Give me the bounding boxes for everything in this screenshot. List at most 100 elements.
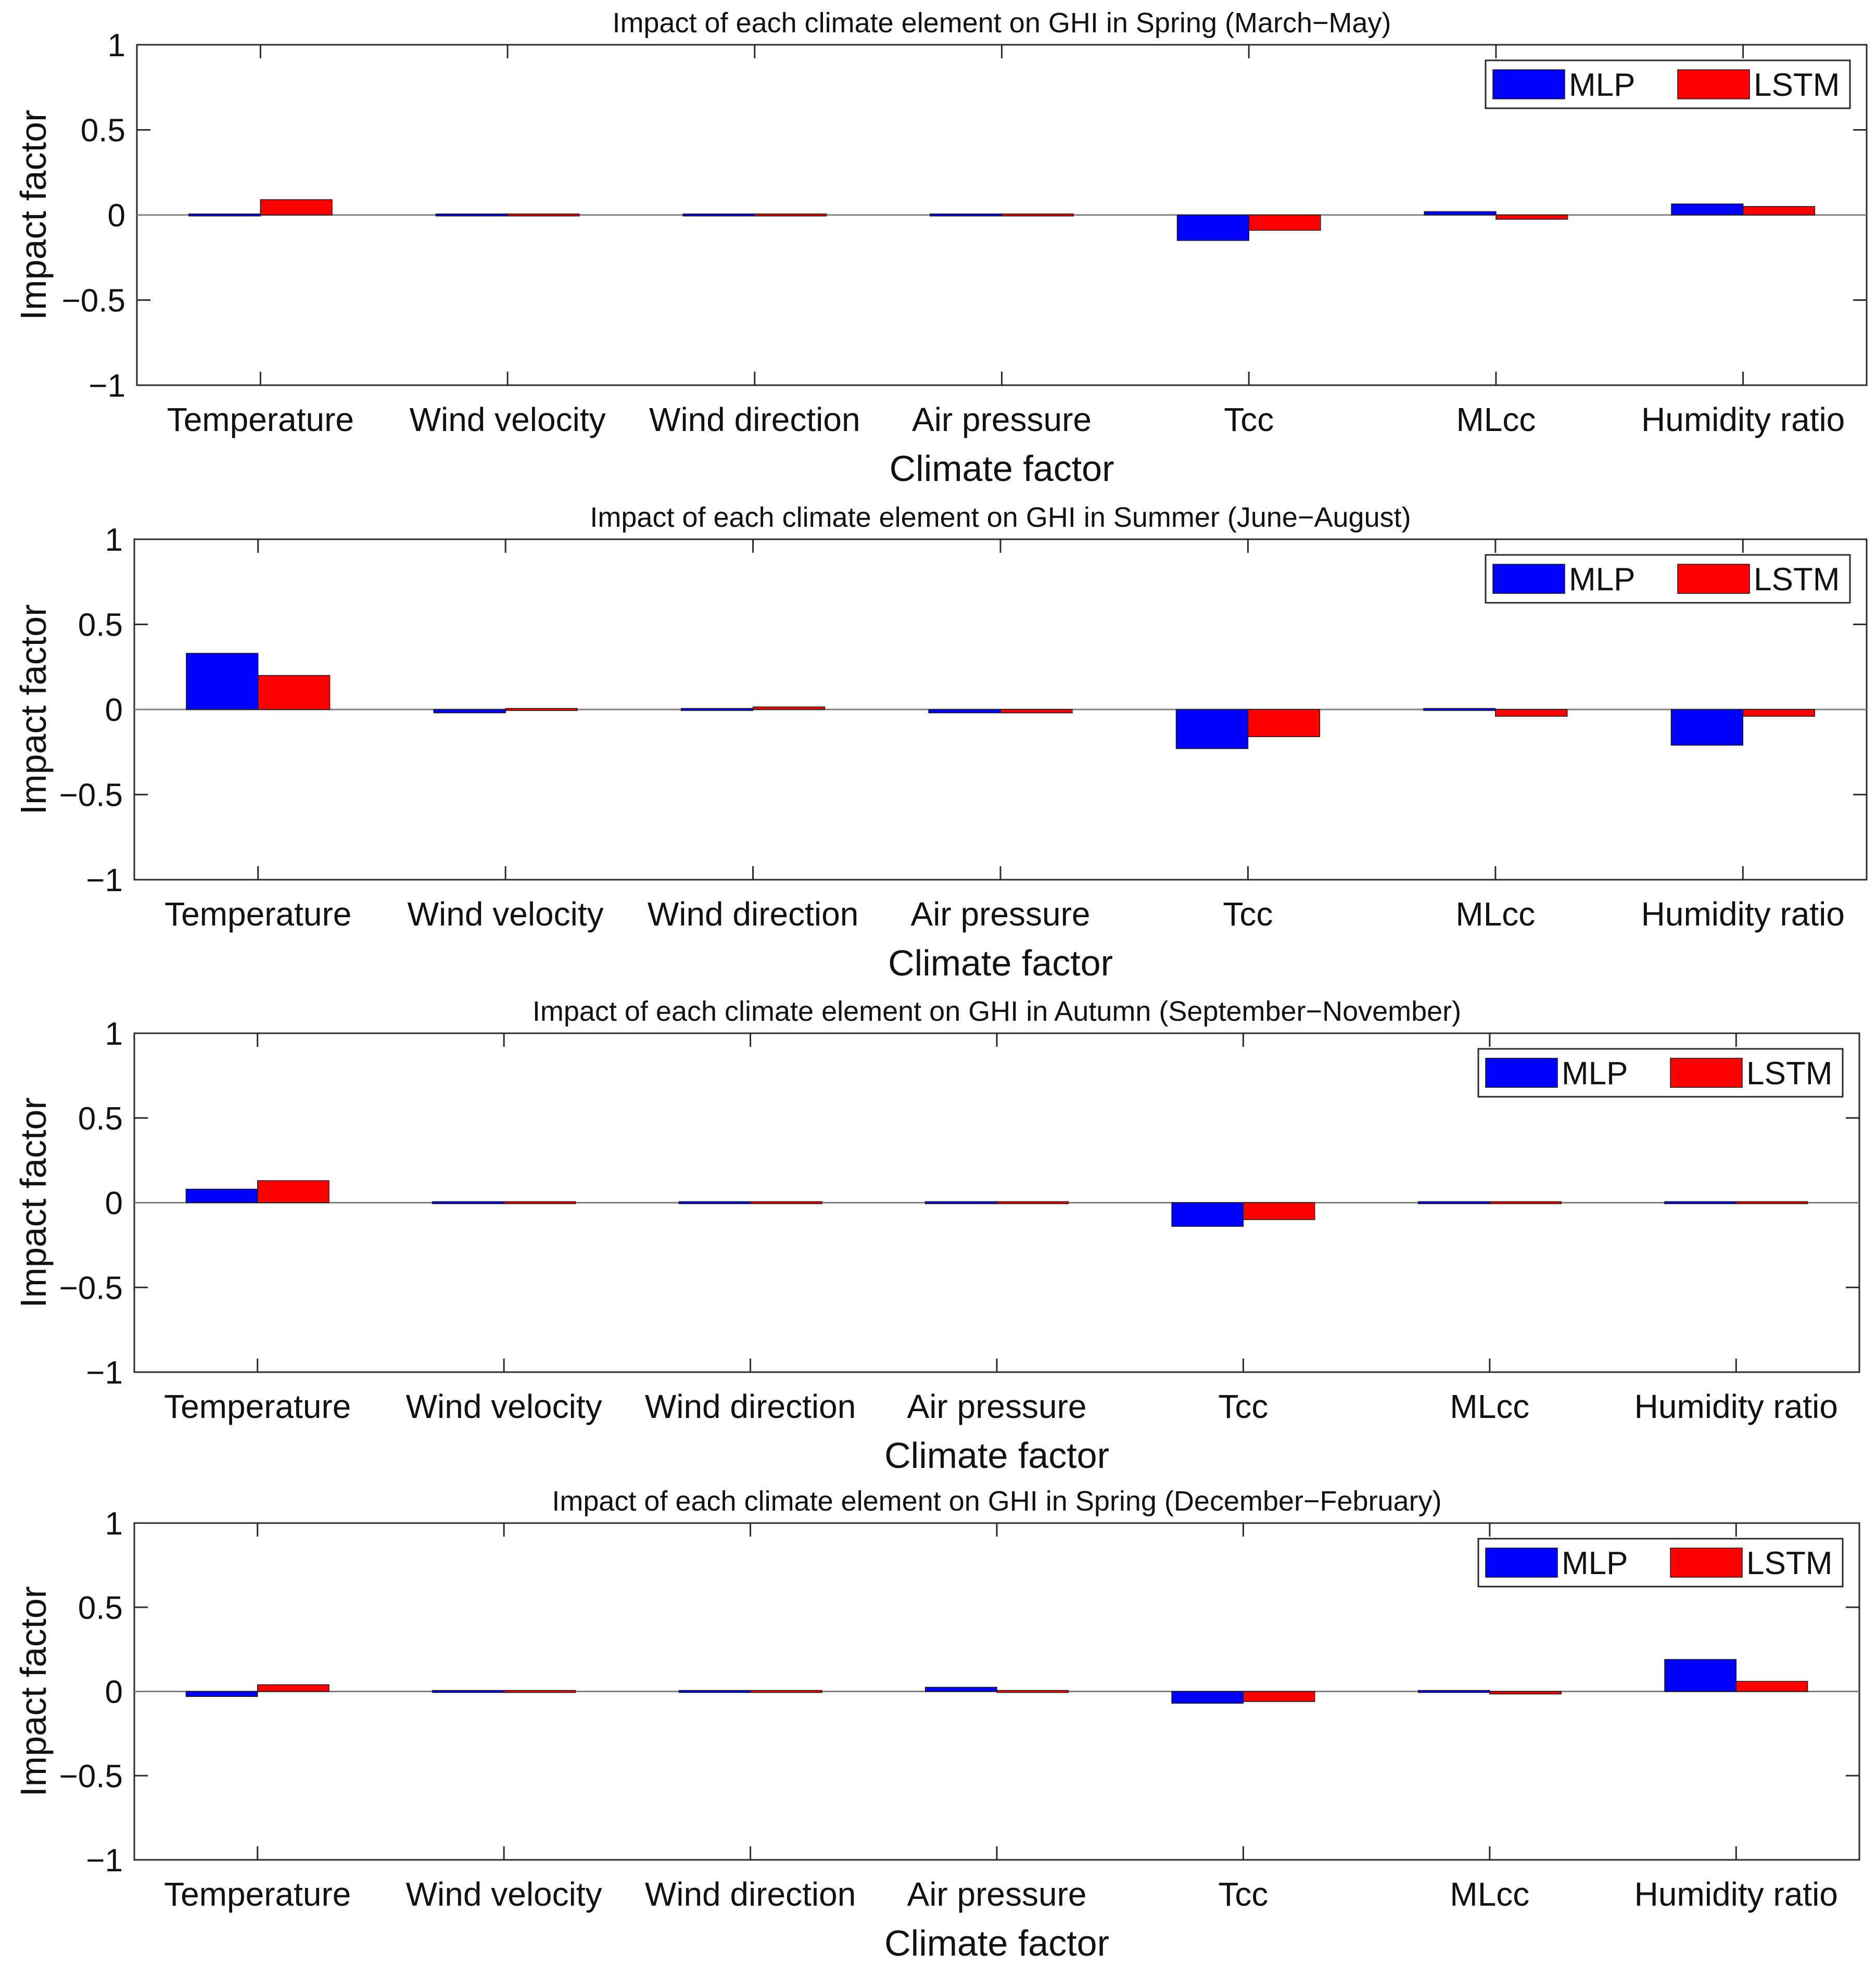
bar-lstm-humidity-ratio bbox=[1742, 206, 1816, 215]
legend-swatch-mlp bbox=[1492, 564, 1565, 594]
bar-mlp-wind-velocity bbox=[432, 1690, 504, 1693]
y-tick-label: −1 bbox=[86, 863, 123, 898]
legend-swatch-lstm bbox=[1677, 69, 1750, 99]
bar-lstm-mlcc bbox=[1495, 709, 1568, 717]
legend: MLP LSTM bbox=[1485, 554, 1851, 604]
legend-label-mlp: MLP bbox=[1569, 67, 1635, 103]
bar-lstm-wind-velocity bbox=[503, 1201, 576, 1205]
bar-mlp-wind-direction bbox=[678, 1201, 751, 1205]
x-tick-label: Humidity ratio bbox=[1634, 1388, 1838, 1425]
y-tick-label: 0 bbox=[105, 1675, 123, 1710]
y-tick-label: −0.5 bbox=[62, 283, 125, 319]
x-tick-label: Temperature bbox=[164, 1388, 351, 1425]
x-tick-label: Wind direction bbox=[645, 1388, 856, 1425]
y-tick-label: 0.5 bbox=[78, 607, 123, 643]
bar-mlp-tcc bbox=[1171, 1691, 1244, 1704]
bar-lstm-tcc bbox=[1243, 1202, 1315, 1220]
x-tick-label: Wind velocity bbox=[406, 1388, 602, 1425]
x-tick-label: Air pressure bbox=[912, 401, 1092, 438]
x-tick-label: Wind velocity bbox=[408, 895, 604, 933]
y-tick-label: −1 bbox=[86, 1843, 123, 1879]
bar-lstm-tcc bbox=[1243, 1691, 1315, 1702]
y-tick-label: 0 bbox=[108, 198, 125, 234]
bar-mlp-wind-velocity bbox=[433, 709, 506, 714]
x-axis-label: Climate factor bbox=[890, 448, 1114, 489]
y-axis-label: Impact factor bbox=[13, 1586, 54, 1797]
bar-lstm-temperature bbox=[257, 1180, 329, 1203]
bar-mlp-tcc bbox=[1171, 1202, 1244, 1227]
x-tick-label: Air pressure bbox=[907, 1388, 1087, 1425]
bar-mlp-wind-velocity bbox=[432, 1201, 504, 1205]
x-axis-label: Climate factor bbox=[884, 1923, 1109, 1963]
legend-label-lstm: LSTM bbox=[1754, 67, 1840, 103]
bar-mlp-mlcc bbox=[1417, 1690, 1490, 1693]
chart-title: Impact of each climate element on GHI in… bbox=[533, 996, 1461, 1027]
bar-lstm-tcc bbox=[1248, 214, 1321, 231]
x-tick-label: Tcc bbox=[1223, 895, 1273, 933]
legend: MLP LSTM bbox=[1485, 59, 1851, 109]
bar-lstm-wind-direction bbox=[754, 213, 827, 217]
bar-mlp-mlcc bbox=[1423, 708, 1496, 711]
x-tick-label: Wind direction bbox=[648, 895, 859, 933]
chart-panel-2: 1 0.5 0 −0.5 −1 Temperature Wind velocity Wind … bbox=[13, 502, 1868, 983]
legend-swatch-mlp bbox=[1492, 69, 1565, 99]
y-tick-label: 0 bbox=[105, 692, 123, 728]
bar-mlp-wind-velocity bbox=[435, 213, 508, 217]
y-tick-label: −1 bbox=[86, 1355, 123, 1391]
y-tick-label: 1 bbox=[105, 1016, 123, 1052]
bar-lstm-wind-velocity bbox=[503, 1690, 576, 1693]
legend-label-mlp: MLP bbox=[1569, 562, 1635, 598]
x-tick-label: MLcc bbox=[1456, 401, 1536, 438]
legend-swatch-mlp bbox=[1485, 1058, 1558, 1088]
y-tick-label: −1 bbox=[88, 368, 125, 404]
chart-panel-4: 1 0.5 0 −0.5 −1 Temperature Wind velocity Wind … bbox=[13, 1486, 1860, 1963]
legend-label-lstm: LSTM bbox=[1746, 1545, 1832, 1581]
legend-swatch-mlp bbox=[1485, 1548, 1558, 1578]
x-tick-label: Wind velocity bbox=[406, 1875, 602, 1913]
y-axis-label: Impact factor bbox=[13, 1097, 54, 1308]
bar-mlp-humidity-ratio bbox=[1664, 1201, 1737, 1205]
bar-mlp-humidity-ratio bbox=[1671, 203, 1744, 215]
bar-lstm-humidity-ratio bbox=[1735, 1201, 1808, 1205]
y-tick-label: −0.5 bbox=[59, 778, 123, 814]
chart-panel-1: 1 0.5 0 −0.5 −1 Temperature Wind velocity Wind … bbox=[13, 7, 1868, 489]
x-tick-label: Tcc bbox=[1224, 401, 1274, 438]
chart-title: Impact of each climate element on GHI in… bbox=[612, 7, 1391, 39]
bar-lstm-temperature bbox=[257, 1684, 329, 1692]
bar-mlp-wind-direction bbox=[680, 708, 754, 711]
x-tick-label: Wind direction bbox=[645, 1875, 856, 1913]
legend: MLP LSTM bbox=[1477, 1048, 1844, 1098]
bar-mlp-air-pressure bbox=[924, 1687, 997, 1692]
bar-lstm-air-pressure bbox=[996, 1690, 1069, 1693]
x-tick-label: Tcc bbox=[1218, 1875, 1268, 1913]
bar-lstm-temperature bbox=[260, 199, 333, 215]
bar-lstm-wind-velocity bbox=[507, 213, 580, 217]
x-tick-label: Tcc bbox=[1218, 1388, 1268, 1425]
y-tick-label: 0.5 bbox=[78, 1101, 123, 1137]
bar-mlp-tcc bbox=[1176, 214, 1249, 241]
bar-mlp-wind-direction bbox=[678, 1690, 751, 1693]
bar-lstm-wind-direction bbox=[752, 706, 826, 710]
x-tick-label: Temperature bbox=[164, 895, 351, 933]
bar-mlp-air-pressure bbox=[928, 709, 1001, 714]
bar-lstm-humidity-ratio bbox=[1742, 709, 1815, 717]
x-tick-label: Humidity ratio bbox=[1634, 1875, 1838, 1913]
bar-mlp-temperature bbox=[185, 1691, 258, 1697]
bar-lstm-temperature bbox=[257, 675, 331, 710]
bar-mlp-temperature bbox=[185, 1188, 258, 1203]
bar-mlp-tcc bbox=[1175, 709, 1249, 749]
chart-title: Impact of each climate element on GHI in… bbox=[590, 502, 1411, 533]
y-tick-label: −0.5 bbox=[59, 1758, 123, 1794]
x-axis-label: Climate factor bbox=[888, 943, 1113, 983]
bar-lstm-air-pressure bbox=[1001, 213, 1074, 217]
bar-lstm-air-pressure bbox=[1000, 709, 1073, 714]
legend-label-lstm: LSTM bbox=[1754, 562, 1840, 598]
chart-panel-3: 1 0.5 0 −0.5 −1 Temperature Wind velocity Wind … bbox=[13, 996, 1860, 1476]
y-tick-label: 0.5 bbox=[81, 113, 125, 149]
y-axis-label: Impact factor bbox=[13, 110, 54, 321]
x-axis-label: Climate factor bbox=[884, 1435, 1109, 1476]
bar-lstm-wind-velocity bbox=[505, 708, 578, 711]
bar-mlp-temperature bbox=[188, 213, 261, 217]
bar-lstm-wind-direction bbox=[750, 1201, 822, 1205]
